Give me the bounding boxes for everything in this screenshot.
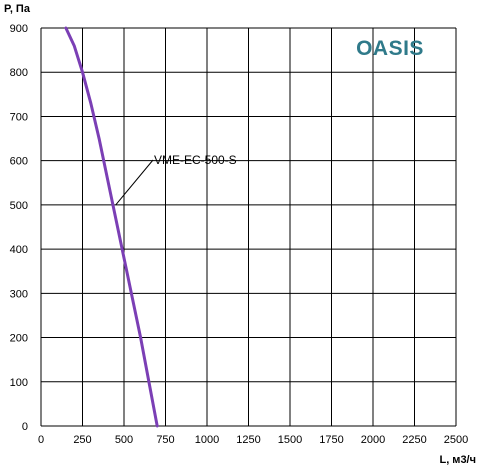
- x-tick-labels: 0 250 500 750 1000 1250 1500 1750 2000 2250 2500: [38, 434, 468, 446]
- x-tick-label: 1500: [278, 434, 302, 446]
- x-tick-label: 0: [38, 434, 44, 446]
- annotation-leader-line: [115, 159, 154, 206]
- x-tick-label: 1750: [319, 434, 343, 446]
- y-tick-label: 800: [10, 67, 28, 79]
- x-tick-label: 750: [156, 434, 174, 446]
- y-axis-title: Р, Па: [4, 3, 31, 15]
- x-tick-label: 500: [115, 434, 133, 446]
- brand-logo: OASIS: [356, 37, 424, 60]
- annotation-layer: VME-EC-500-S: [115, 153, 237, 206]
- x-tick-label: 1000: [195, 434, 219, 446]
- annotation-label: VME-EC-500-S: [154, 153, 237, 167]
- y-tick-labels: 0 100 200 300 400 500 600 700 800 900: [10, 23, 28, 433]
- y-tick-label: 200: [10, 333, 28, 345]
- grid: [40, 27, 457, 427]
- y-tick-label: 0: [22, 421, 28, 433]
- y-tick-label: 700: [10, 111, 28, 123]
- y-tick-label: 400: [10, 244, 28, 256]
- y-tick-label: 300: [10, 288, 28, 300]
- x-axis-title: L, м3/ч: [439, 454, 476, 466]
- y-tick-label: 900: [10, 23, 28, 35]
- x-tick-label: 2500: [444, 434, 468, 446]
- y-tick-label: 500: [10, 200, 28, 212]
- x-tick-label: 1250: [236, 434, 260, 446]
- series-layer: [64, 26, 159, 428]
- y-tick-label: 100: [10, 377, 28, 389]
- x-tick-label: 2000: [361, 434, 385, 446]
- x-tick-label: 250: [73, 434, 91, 446]
- y-tick-label: 600: [10, 156, 28, 168]
- x-tick-label: 2250: [402, 434, 426, 446]
- series-line-vme-ec-500-s: [64, 26, 159, 428]
